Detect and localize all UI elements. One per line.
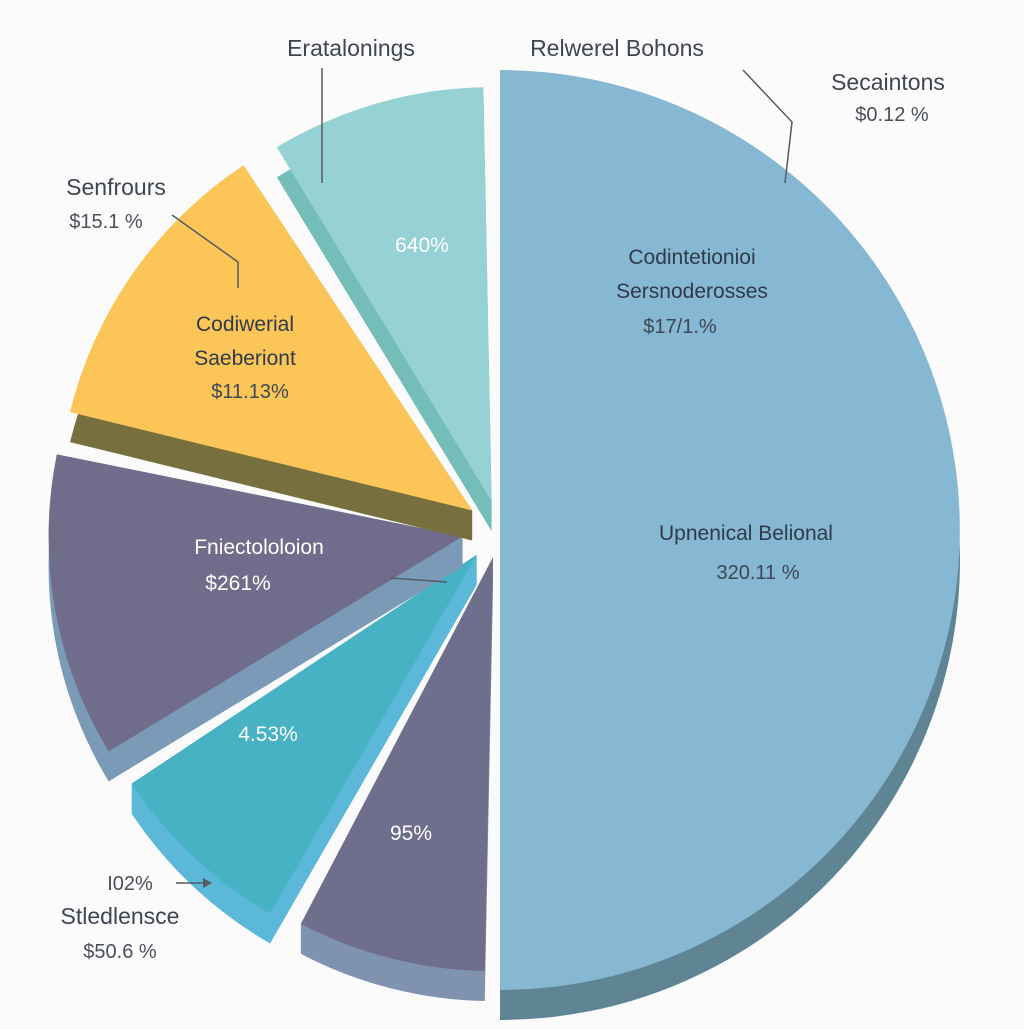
annotation-codintetionioi: Codintetionioi Sersnoderosses [616,246,768,303]
slice-value-453: 4.53% [238,723,298,746]
slice-value-95: 95% [390,822,432,845]
slice-value-fniectololoion: $261% [205,572,270,595]
annotation-stledlensce: Stledlensce [61,903,180,929]
annotation-codintetionioi-value: $17/1.% [643,316,717,338]
slice-value-codiwerial: $11.13% [211,381,289,403]
slice-value-640: 640% [395,234,449,257]
slice-label-codiwerial: Codiwerial Saeberiont [194,313,296,370]
annotation-senfrours-value: $15.1 % [69,211,143,233]
pie-slice-4 [70,165,473,511]
annotation-eratalonings: Eratalonings [287,35,415,61]
slice-label-upnenical-belional: Upnenical Belional [659,522,833,545]
annotation-secaintons-value: $0.12 % [855,104,929,126]
slice-label-fniectololoion: Fniectololoion [194,536,324,559]
annotation-secaintons: Secaintons [831,69,945,95]
slices-layer [48,70,960,1020]
leader-senfrours [171,214,239,288]
pie-slice-2 [131,554,477,914]
annotation-stledlensce-value: $50.6 % [83,941,157,963]
leader-secaintons [742,69,793,184]
pie-slice-3 [48,454,463,752]
leader-fniectololoion [389,577,448,583]
annotation-senfrours: Senfrours [66,174,166,200]
slice-value-upnenical-belional: 320.11 % [716,562,799,584]
annotation-stledlensce-prefix: I02% [107,873,153,895]
annotation-relwerel-bohons: Relwerel Bohons [530,35,704,61]
leader-arrowhead [203,878,212,888]
pie-slice-0 [500,70,960,990]
pie-slice-1 [300,557,494,972]
pie-slice-5 [276,87,492,502]
